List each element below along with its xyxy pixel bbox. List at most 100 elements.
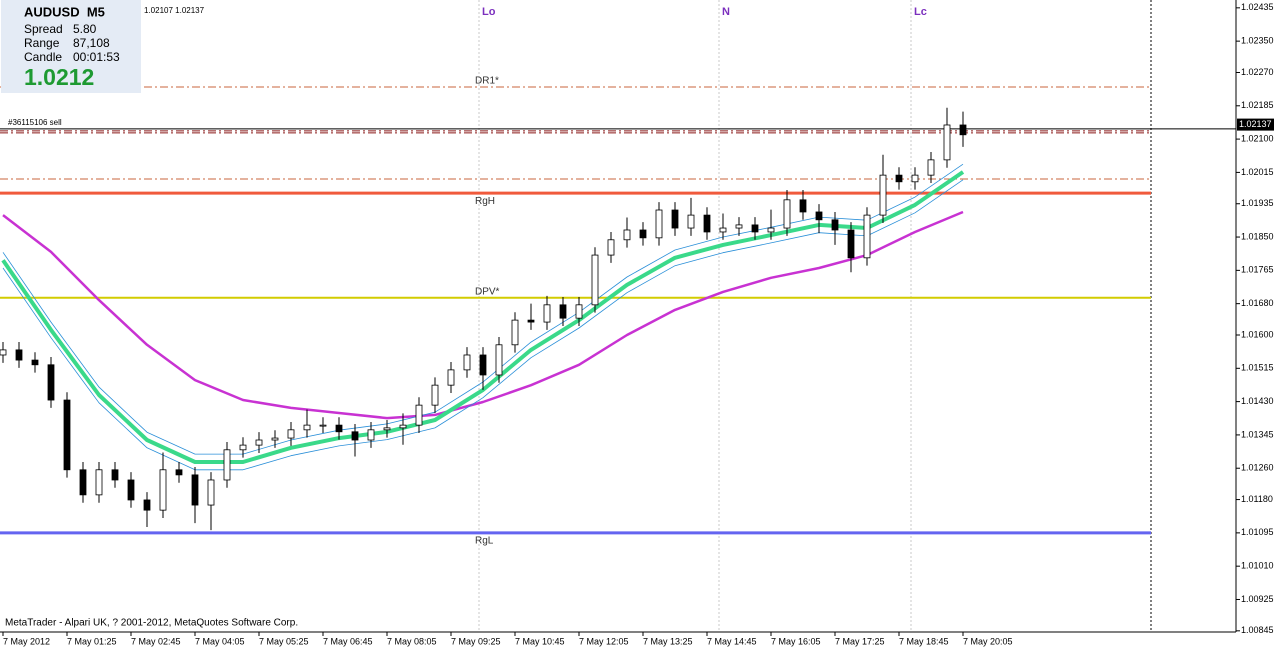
candle-body [0,349,7,356]
candle-body [559,304,567,319]
y-tick-label: 1.01765 [1241,265,1274,275]
price-tag-box [1237,118,1274,131]
candle-body [479,354,487,376]
y-tick-label: 1.02270 [1241,67,1274,77]
candle-body [623,229,631,241]
y-tick-label: 1.01010 [1241,561,1274,571]
candle-body [223,449,231,481]
candle-body [751,224,759,233]
candle-body [607,239,615,256]
candle-body [815,211,823,221]
candle-body [303,424,311,431]
candle-body [927,159,935,176]
candle-body [735,224,743,229]
info-label: Candle [24,50,62,64]
candle-body [239,444,247,451]
candle-body [655,209,663,239]
x-tick-label: 7 May 12:05 [579,636,629,646]
big-price: 1.0212 [24,64,94,90]
info-label: Range [24,36,60,50]
candle-body [943,124,951,161]
candle-body [335,424,343,433]
candle-body [111,469,119,481]
x-tick-label: 7 May 13:25 [643,636,693,646]
y-tick-label: 1.01600 [1241,329,1274,339]
candle-body [783,199,791,229]
candle-body [463,354,471,371]
candle-body [495,344,503,376]
y-tick-label: 1.01515 [1241,363,1274,373]
candle-body [63,399,71,471]
candle-body [639,229,647,239]
x-tick-label: 7 May 17:25 [835,636,885,646]
candle-body [591,254,599,306]
x-tick-label: 7 May 2012 [3,636,50,646]
level-label: RgL [475,536,494,547]
order-label: #36115106 sell [8,118,62,127]
level-label: DR1* [475,76,499,87]
level-label: DPV* [475,286,500,297]
price-tag: 1.02137 [1239,119,1272,129]
candle-body [175,469,183,476]
candle-body [31,359,39,366]
candle-body [95,469,103,496]
indicator-line [2,210,964,420]
candle-body [207,479,215,506]
symbol-title: AUDUSD M5 [24,4,105,19]
x-tick-label: 7 May 01:25 [67,636,117,646]
candle-body [271,437,279,441]
vertical-label: Lc [914,6,927,18]
candle-body [879,174,887,216]
info-value: 5.80 [73,22,97,36]
quote: 1.02107 1.02137 [144,6,205,15]
x-tick-label: 7 May 04:05 [195,636,245,646]
candle-body [511,319,519,346]
info-label: Spread [24,22,63,36]
y-tick-label: 1.01850 [1241,231,1274,241]
info-value: 00:01:53 [73,50,120,64]
candle-body [575,304,583,319]
candle-body [287,429,295,439]
vertical-label: N [722,6,730,18]
y-tick-label: 1.02435 [1241,2,1274,12]
candle-body [959,124,967,136]
info-value: 87,108 [73,36,110,50]
candle-body [911,174,919,183]
candle-body [847,229,855,259]
x-tick-label: 7 May 08:05 [387,636,437,646]
x-tick-label: 7 May 14:45 [707,636,757,646]
candle-body [895,174,903,183]
y-tick-label: 1.01935 [1241,198,1274,208]
x-tick-label: 7 May 18:45 [899,636,949,646]
candle-body [15,349,23,361]
candle-body [687,214,695,229]
x-tick-label: 7 May 10:45 [515,636,565,646]
candle-body [767,227,775,233]
footer: MetaTrader - Alpari UK, ? 2001-2012, Met… [5,618,298,629]
vertical-label: Lo [482,6,496,18]
y-tick-label: 1.01095 [1241,527,1274,537]
candle-body [383,427,391,431]
candle-body [47,364,55,401]
y-tick-label: 1.01430 [1241,396,1274,406]
candle-body [527,319,535,323]
candle-body [127,479,135,501]
candle-body [703,214,711,233]
x-tick-label: 7 May 20:05 [963,636,1013,646]
level-label: RgH [475,196,495,207]
candle-body [255,439,263,446]
x-tick-label: 7 May 05:25 [259,636,309,646]
y-tick-label: 1.01345 [1241,429,1274,439]
y-tick-label: 1.02350 [1241,36,1274,46]
candle-body [863,214,871,259]
x-tick-label: 7 May 02:45 [131,636,181,646]
y-tick-label: 1.02100 [1241,133,1274,143]
candle-body [799,199,807,213]
x-tick-label: 7 May 06:45 [323,636,373,646]
candle-body [367,429,375,441]
y-tick-label: 1.01180 [1241,494,1273,504]
candle-body [543,304,551,323]
candle-body [447,369,455,386]
y-tick-label: 1.01260 [1241,463,1274,473]
